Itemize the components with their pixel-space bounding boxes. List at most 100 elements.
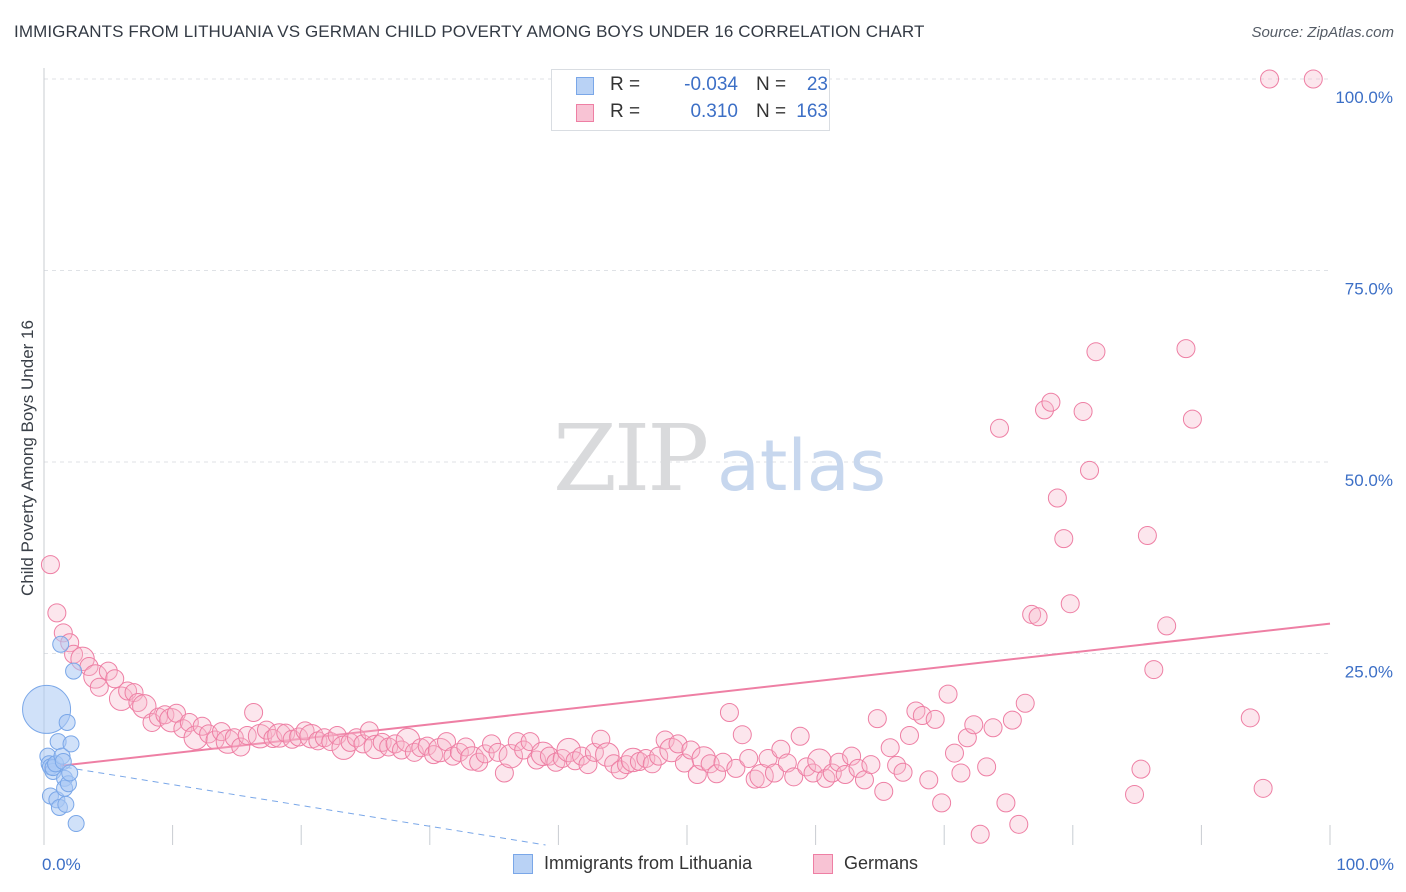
germans-point	[578, 755, 598, 775]
germans-point	[1260, 69, 1280, 89]
lithuania-point	[58, 713, 76, 731]
germans-point	[874, 781, 894, 801]
germans-point	[1080, 460, 1100, 480]
germans-point	[938, 684, 958, 704]
germans-point	[970, 824, 990, 844]
germans-point	[494, 763, 514, 783]
x-tick-label: 0.0%	[42, 855, 81, 874]
n-label: N =	[756, 74, 787, 95]
germans-point	[848, 758, 868, 778]
germans-point	[925, 709, 945, 729]
germans-point	[816, 768, 836, 788]
germans-point	[267, 723, 292, 748]
germans-point	[803, 763, 823, 783]
germans-point	[1182, 409, 1202, 429]
germans-point	[105, 669, 125, 689]
y-tick-label: 75.0%	[1345, 280, 1393, 299]
germans-point	[424, 745, 444, 765]
germans-point	[1035, 400, 1055, 420]
germans-point	[1303, 69, 1323, 89]
r-value: -0.034	[684, 74, 738, 95]
germans-point	[295, 721, 315, 741]
germans-point	[1176, 339, 1196, 359]
germans-point	[1131, 759, 1151, 779]
y-axis-label: Child Poverty Among Boys Under 16	[18, 320, 37, 596]
watermark: ZIP atlas	[553, 405, 886, 512]
lithuania-point	[57, 795, 75, 813]
germans-point	[1060, 594, 1080, 614]
germans-point	[996, 793, 1016, 813]
lithuania-legend-label: Immigrants from Lithuania	[544, 853, 753, 873]
germans-point	[732, 725, 752, 745]
germans-point	[964, 715, 984, 735]
lithuania-legend-swatch	[513, 854, 533, 874]
germans-point	[1125, 784, 1145, 804]
germans-point	[620, 747, 646, 773]
germans-point	[1015, 693, 1035, 713]
germans-point	[893, 762, 913, 782]
lithuania-point	[67, 815, 85, 833]
germans-point	[719, 702, 739, 722]
germans-point	[867, 709, 887, 729]
germans-point	[919, 770, 939, 790]
tick-labels: 25.0% 50.0% 75.0% 100.0% 0.0% 100.0%	[42, 88, 1394, 874]
germans-point	[642, 754, 662, 774]
gridlines	[44, 78, 1332, 654]
lithuania-swatch	[576, 77, 594, 95]
y-tick-label: 100.0%	[1335, 88, 1393, 107]
watermark-atlas: atlas	[717, 425, 886, 507]
germans-point	[1041, 392, 1061, 412]
data-points	[22, 69, 1323, 844]
germans-point	[944, 743, 964, 763]
germans-point	[1002, 710, 1022, 730]
germans-point	[983, 718, 1003, 738]
germans-point	[47, 603, 67, 623]
germans-point	[89, 677, 109, 697]
r-value: 0.310	[690, 101, 738, 122]
germans-point	[83, 664, 108, 689]
germans-point	[932, 793, 952, 813]
germans-point	[1240, 708, 1260, 728]
germans-point	[989, 418, 1009, 438]
lithuania-point	[22, 684, 72, 734]
germans-point	[861, 755, 881, 775]
germans-point	[556, 737, 581, 763]
germans-legend-label: Germans	[844, 853, 919, 873]
germans-point	[1144, 660, 1164, 680]
germans-point	[98, 661, 118, 681]
germans-point	[681, 740, 701, 760]
germans-point	[263, 729, 283, 749]
trend-lines	[43, 622, 1331, 846]
lithuania-point	[65, 662, 83, 680]
y-tick-label: 50.0%	[1345, 471, 1393, 490]
germans-point	[244, 702, 264, 722]
germans-point	[460, 746, 485, 771]
trend-line-germans	[43, 622, 1331, 769]
r-label: R =	[610, 74, 641, 95]
r-label: R =	[610, 101, 641, 122]
germans-point	[527, 750, 547, 770]
germans-point	[790, 726, 810, 746]
watermark-zip: ZIP	[553, 405, 706, 512]
germans-legend-swatch	[813, 854, 833, 874]
correlation-legend: R = -0.034 N = 23 R = 0.310 N = 163	[551, 69, 830, 131]
germans-point	[1086, 342, 1106, 362]
germans-point	[595, 742, 620, 767]
germans-point	[758, 748, 778, 768]
germans-point	[1028, 607, 1048, 627]
germans-point	[591, 729, 611, 749]
n-label: N =	[756, 101, 787, 122]
trend-line-lithuania	[43, 763, 546, 846]
germans-point	[977, 757, 997, 777]
germans-swatch	[576, 104, 594, 122]
lithuania-point	[61, 764, 79, 782]
germans-point	[395, 727, 421, 753]
germans-point	[649, 746, 669, 766]
lithuania-point	[52, 635, 70, 653]
germans-point	[183, 725, 208, 750]
lithuania-point	[62, 735, 80, 753]
germans-point	[1009, 814, 1029, 834]
germans-point	[912, 706, 932, 726]
germans-point	[427, 737, 453, 763]
